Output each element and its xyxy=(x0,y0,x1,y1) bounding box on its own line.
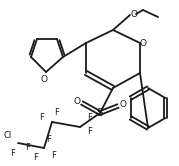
Text: F: F xyxy=(34,154,38,163)
Text: F: F xyxy=(55,108,59,117)
Text: F: F xyxy=(40,113,44,122)
Text: F: F xyxy=(88,113,92,122)
Text: O: O xyxy=(130,9,137,18)
Text: O: O xyxy=(120,99,127,109)
Text: S: S xyxy=(97,108,103,118)
Text: F: F xyxy=(11,149,15,158)
Text: O: O xyxy=(74,96,81,106)
Text: F: F xyxy=(47,135,51,144)
Text: O: O xyxy=(139,39,146,47)
Text: O: O xyxy=(40,75,47,83)
Text: F: F xyxy=(26,143,30,153)
Text: F: F xyxy=(52,152,56,161)
Text: F: F xyxy=(88,127,92,136)
Text: Cl: Cl xyxy=(4,130,12,139)
